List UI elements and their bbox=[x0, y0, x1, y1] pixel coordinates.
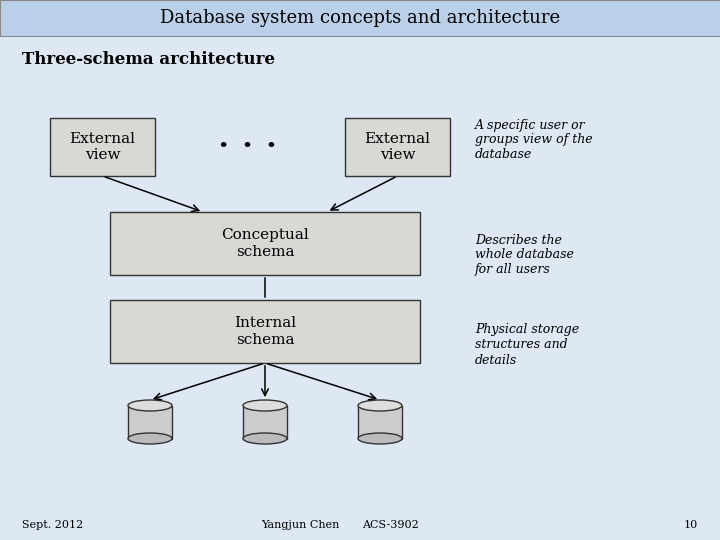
Ellipse shape bbox=[128, 400, 172, 411]
Text: ACS-3902: ACS-3902 bbox=[361, 520, 418, 530]
Text: •  •  •: • • • bbox=[218, 138, 278, 156]
FancyBboxPatch shape bbox=[128, 406, 172, 438]
Text: Yangjun Chen: Yangjun Chen bbox=[261, 520, 339, 530]
Ellipse shape bbox=[358, 433, 402, 444]
Text: Describes the
whole database
for all users: Describes the whole database for all use… bbox=[475, 233, 574, 276]
Ellipse shape bbox=[243, 433, 287, 444]
Ellipse shape bbox=[243, 400, 287, 411]
FancyBboxPatch shape bbox=[358, 406, 402, 438]
FancyBboxPatch shape bbox=[0, 0, 720, 36]
FancyBboxPatch shape bbox=[243, 406, 287, 438]
Text: 10: 10 bbox=[684, 520, 698, 530]
Text: Conceptual
schema: Conceptual schema bbox=[221, 228, 309, 259]
Text: Sept. 2012: Sept. 2012 bbox=[22, 520, 84, 530]
FancyBboxPatch shape bbox=[110, 300, 420, 363]
Ellipse shape bbox=[358, 400, 402, 411]
Text: External
view: External view bbox=[70, 132, 135, 162]
Text: Database system concepts and architecture: Database system concepts and architectur… bbox=[160, 9, 560, 27]
Text: External
view: External view bbox=[364, 132, 431, 162]
FancyBboxPatch shape bbox=[345, 118, 450, 176]
Text: Internal
schema: Internal schema bbox=[234, 316, 296, 347]
FancyBboxPatch shape bbox=[50, 118, 155, 176]
Text: Physical storage
structures and
details: Physical storage structures and details bbox=[475, 323, 579, 367]
Text: Three-schema architecture: Three-schema architecture bbox=[22, 51, 275, 69]
Text: A specific user or
groups view of the
database: A specific user or groups view of the da… bbox=[475, 118, 593, 161]
Ellipse shape bbox=[128, 433, 172, 444]
FancyBboxPatch shape bbox=[110, 212, 420, 275]
